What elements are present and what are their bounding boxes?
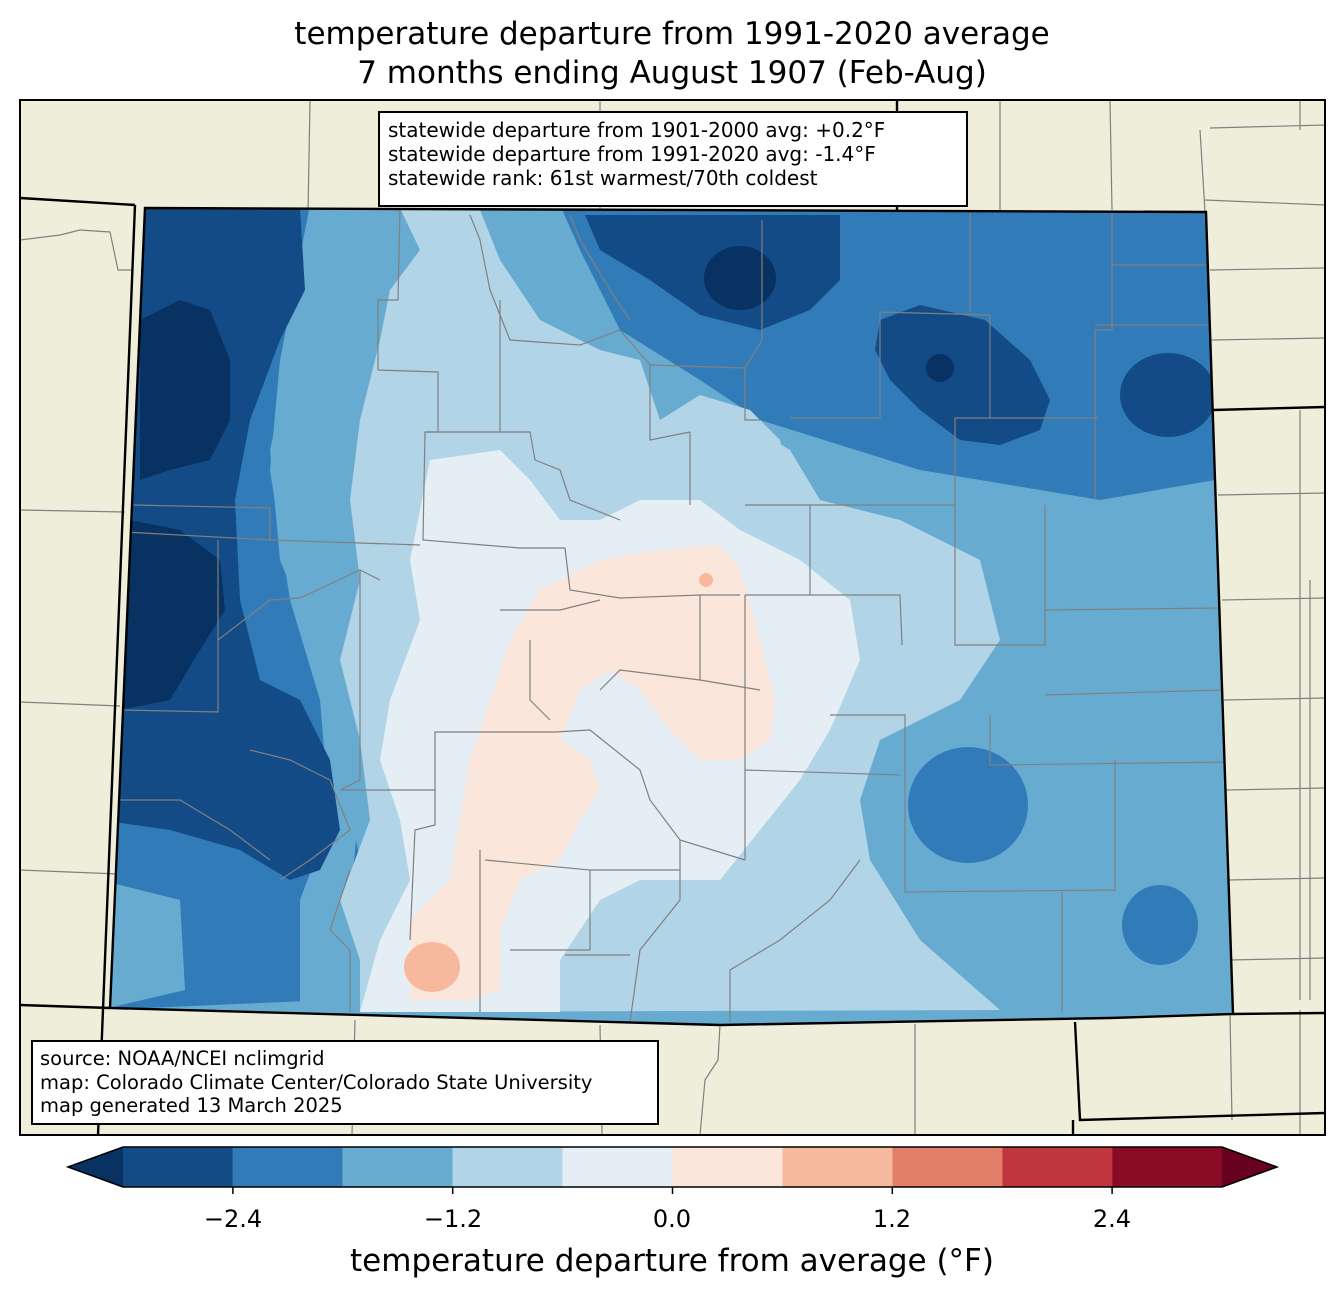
band-neg2.4-to-neg1.8-southwest	[120, 840, 300, 995]
stats-line-1991-2020: statewide departure from 1991-2020 avg: …	[388, 142, 876, 166]
band-neg3.0-to-neg2.4-northeast	[875, 305, 1050, 445]
colorbar-bin-4	[562, 1147, 673, 1187]
colorbar-over-arrow	[1222, 1147, 1277, 1187]
band-below-neg3.0-west-north	[140, 300, 230, 480]
band-neg1.8-to-neg1.2-southwest	[110, 880, 185, 1010]
map-frame-border	[19, 99, 1326, 1136]
colorbar-bin-8	[1002, 1147, 1113, 1187]
stats-line-1901-2000: statewide departure from 1901-2000 avg: …	[388, 118, 886, 142]
band-below-neg3.0-west-central	[120, 520, 225, 710]
band-0.6-to-1.2-front-range	[699, 573, 713, 587]
source-credits-box: source: NOAA/NCEI nclimgrid map: Colorad…	[31, 1040, 659, 1125]
band-neg2.4-to-neg1.8-far-southeast	[1122, 885, 1198, 965]
map-title-line2: 7 months ending August 1907 (Feb-Aug)	[357, 55, 987, 91]
colorbar-tick-label: 0.0	[652, 1205, 692, 1233]
band-0.6-to-1.2-southwest	[404, 942, 460, 992]
map-title-line1: temperature departure from 1991-2020 ave…	[294, 16, 1050, 52]
colorbar-tick-label: −2.4	[203, 1205, 263, 1233]
generated-date-line: map generated 13 March 2025	[40, 1094, 343, 1117]
colorbar-outline	[65, 1146, 1280, 1188]
colorbar-tick-label: −1.2	[423, 1205, 483, 1233]
colorbar-bin-6	[782, 1147, 893, 1187]
stats-line-rank: statewide rank: 61st warmest/70th coldes…	[388, 166, 818, 190]
colorbar-label: temperature departure from average (°F)	[350, 1243, 994, 1279]
band-0.0-to-0.6	[410, 545, 775, 1000]
band-below-neg3.0-northeast	[926, 354, 954, 382]
colorbar-tick-label: 2.4	[1092, 1205, 1132, 1233]
colorbar-tick-label: 1.2	[872, 1205, 912, 1233]
statewide-stats-box: statewide departure from 1901-2000 avg: …	[378, 111, 968, 207]
colorbar	[65, 1146, 1280, 1194]
band-neg1.8-to-neg1.2-west	[270, 208, 420, 1010]
band-neg1.2-to-neg0.6-front-range	[660, 395, 790, 500]
band-neg3.0-to-neg2.4-east	[1120, 353, 1216, 437]
colorbar-bin-5	[672, 1147, 783, 1187]
colorbar-bin-9	[1112, 1147, 1222, 1187]
colorbar-bin-1	[232, 1147, 343, 1187]
colorbar-bin-7	[892, 1147, 1003, 1187]
colorbar-bin-2	[342, 1147, 453, 1187]
colorado-county-lines	[120, 208, 1231, 1023]
map-frame	[20, 100, 1325, 1135]
source-line: source: NOAA/NCEI nclimgrid	[40, 1047, 325, 1070]
band-below-neg3.0-north	[704, 246, 776, 310]
colorbar-bin-0	[123, 1147, 233, 1187]
temperature-field	[110, 208, 1233, 1025]
map-credit-line: map: Colorado Climate Center/Colorado St…	[40, 1070, 593, 1094]
colorbar-bin-3	[452, 1147, 563, 1187]
band-neg2.4-to-neg1.8-southeast	[908, 747, 1028, 863]
neighbor-state-lines	[20, 100, 1325, 1135]
neighbor-county-lines	[20, 100, 1325, 1135]
colorbar-under-arrow	[68, 1147, 123, 1187]
colorado-border	[108, 206, 1235, 1027]
